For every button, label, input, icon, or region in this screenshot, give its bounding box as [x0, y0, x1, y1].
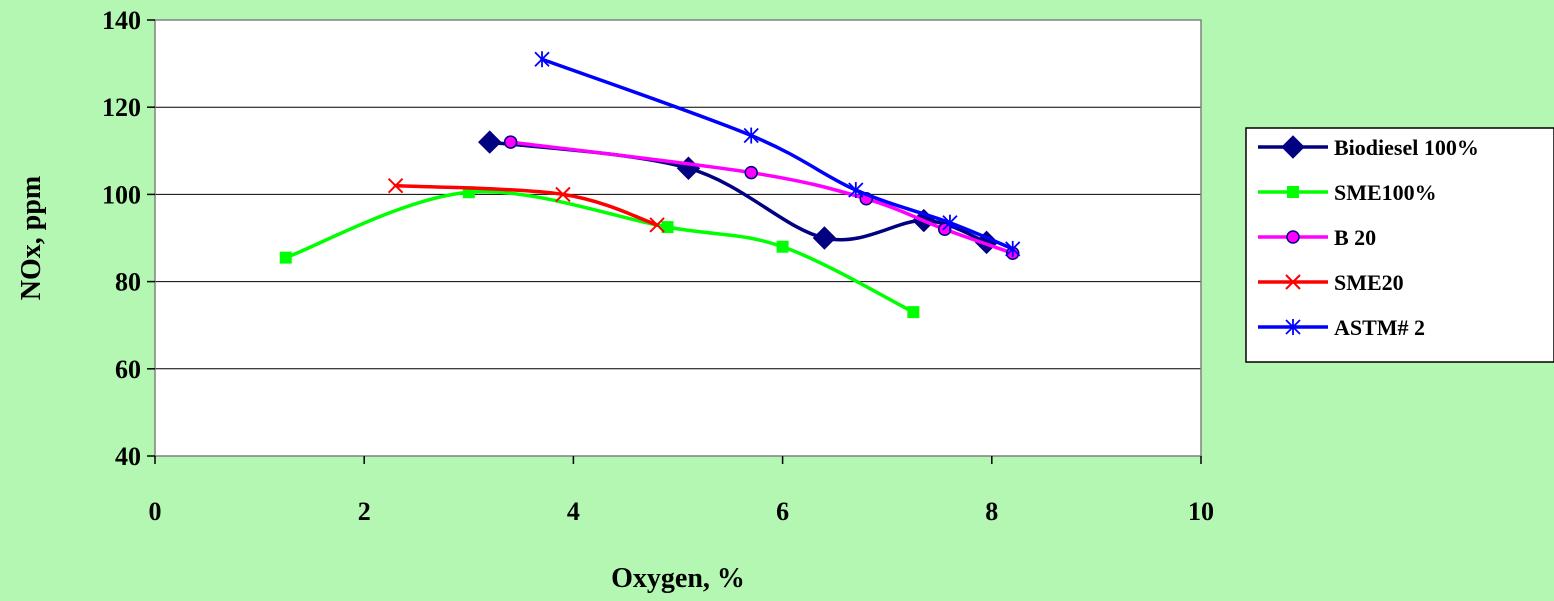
data-point-3-1: [555, 186, 571, 203]
x-tick-label: 4: [567, 497, 580, 526]
series-line-2: [508, 140, 1015, 256]
series-4: [534, 51, 1021, 257]
legend-label: ASTM# 2: [1334, 315, 1425, 340]
x-tick-label: 2: [358, 497, 371, 526]
y-axis-title: NOx, ppm: [16, 176, 47, 300]
data-point-2-0: [503, 135, 518, 149]
legend-item-3: SME20: [1258, 270, 1404, 295]
y-tick-label: 40: [115, 442, 141, 471]
legend-marker: [1285, 274, 1301, 290]
data-point-4-0: [534, 51, 550, 68]
data-point-3-2: [649, 217, 665, 233]
data-point-1-2: [661, 221, 674, 234]
series-3: [387, 177, 665, 233]
data-point-0-2: [812, 226, 837, 250]
data-point-2-1: [744, 165, 758, 180]
legend-marker: [1281, 135, 1305, 159]
y-tick-label: 80: [115, 268, 141, 297]
x-tick-label: 0: [149, 497, 162, 526]
data-point-4-4: [1005, 240, 1021, 257]
axes: 40 60 80 100 120 140 0 2 4 6 8 10: [102, 6, 1214, 526]
x-tick-label: 6: [776, 497, 789, 526]
data-point-2-3: [937, 222, 952, 237]
legend-label: B 20: [1334, 225, 1376, 250]
legend-item-2: B 20: [1258, 225, 1376, 250]
legend-label: Biodiesel 100%: [1334, 135, 1479, 160]
y-tick-label: 60: [115, 355, 141, 384]
x-tick-label: 8: [985, 497, 998, 526]
y-tick-label: 100: [102, 180, 141, 209]
data-point-0-0: [478, 130, 502, 154]
series-line-1: [284, 189, 916, 314]
legend-item-1: SME100%: [1258, 180, 1437, 205]
x-tick-label: 10: [1188, 497, 1214, 526]
legend: Biodiesel 100% SME100% B 20 SME20 ASTM# 2: [1245, 127, 1554, 363]
y-tick-label: 120: [102, 93, 141, 122]
legend-marker: [1287, 186, 1299, 198]
x-axis-title: Oxygen, %: [611, 563, 745, 594]
y-tick-label: 140: [102, 6, 141, 35]
series-line-4: [540, 57, 1015, 251]
data-point-4-2: [848, 182, 864, 199]
legend-marker: [1286, 230, 1300, 244]
plot-border: [154, 19, 1202, 457]
data-point-1-4: [907, 306, 920, 319]
data-point-4-3: [942, 214, 958, 231]
plot-area: [155, 20, 1201, 456]
legend-label: SME20: [1334, 270, 1404, 295]
legend-marker: [1285, 319, 1301, 335]
legend-label: SME100%: [1334, 180, 1437, 205]
data-point-1-3: [776, 240, 789, 253]
legend-item-0: Biodiesel 100%: [1258, 135, 1479, 160]
data-point-4-1: [743, 127, 759, 144]
data-point-1-0: [279, 251, 292, 264]
series-layer: [279, 51, 1021, 319]
legend-item-4: ASTM# 2: [1258, 315, 1425, 340]
data-point-3-0: [387, 177, 404, 194]
